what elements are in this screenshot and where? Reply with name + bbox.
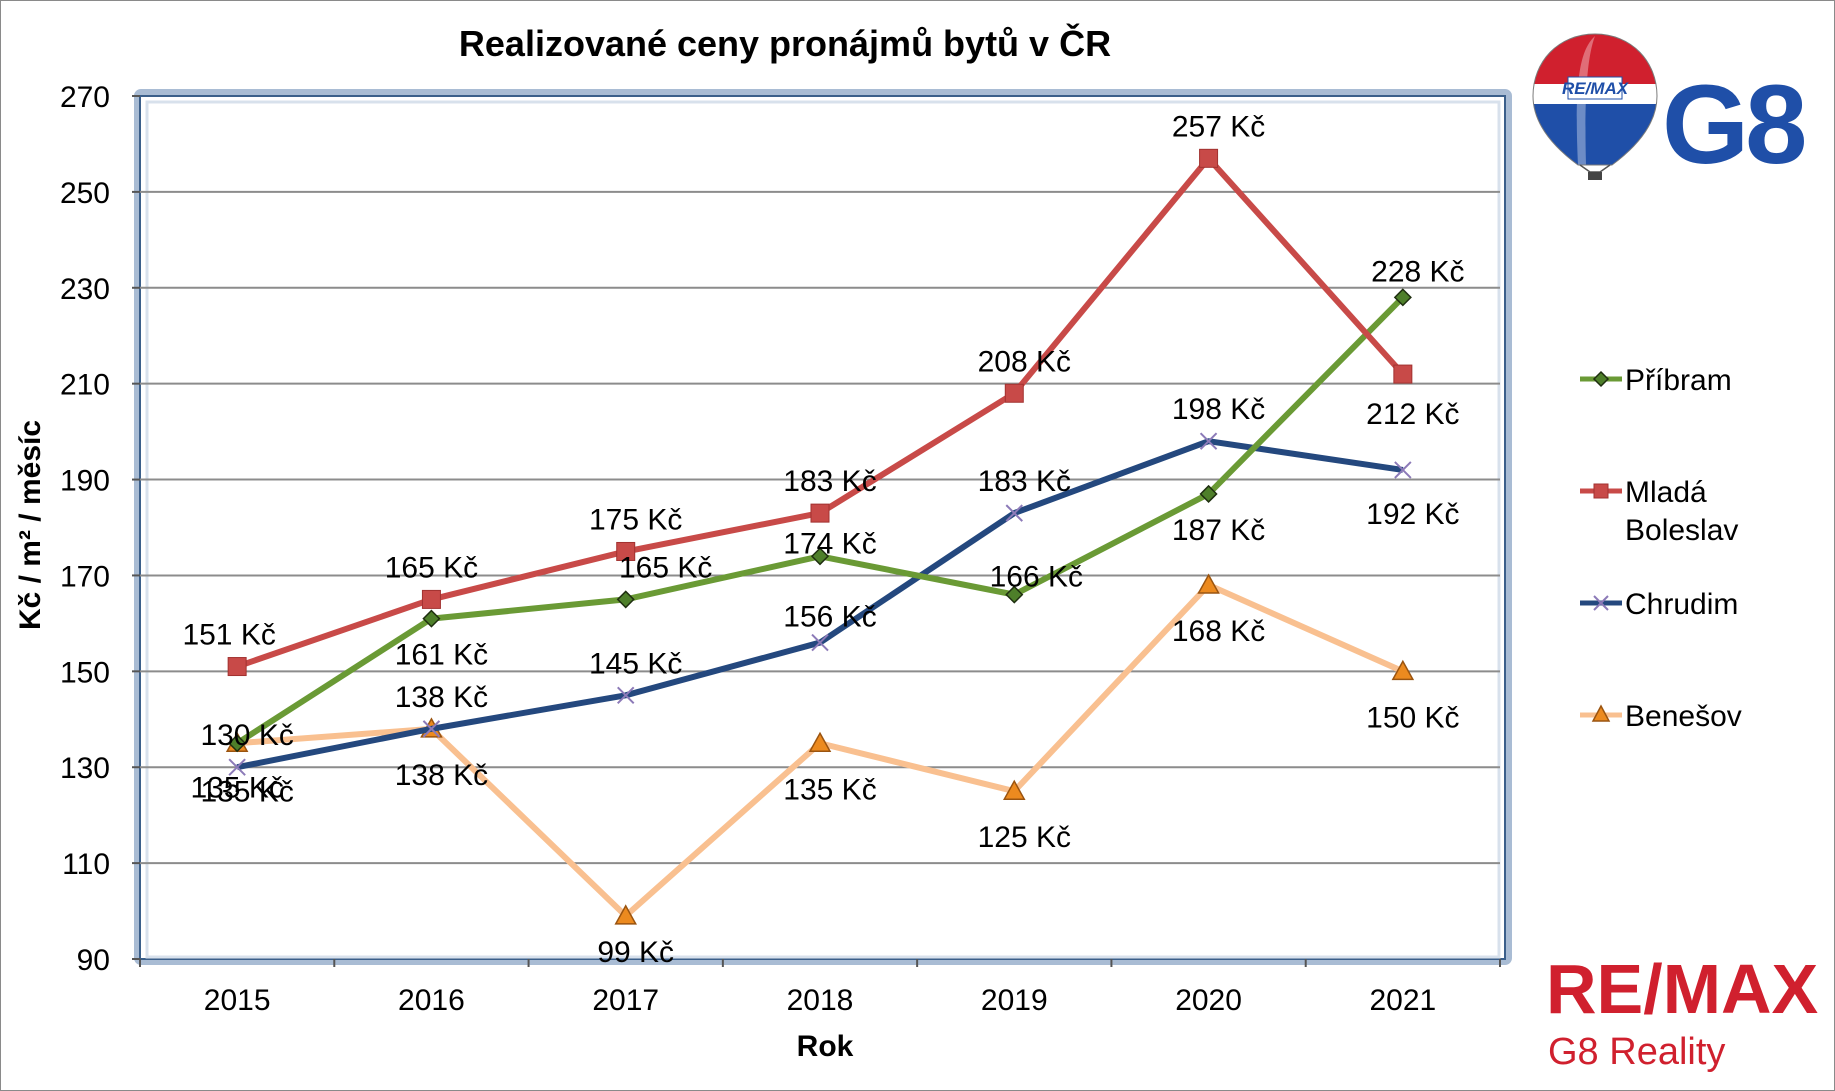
data-label-chrudim-2021: 192 Kč xyxy=(1366,498,1459,531)
point-chrudim-2021 xyxy=(1394,461,1412,479)
series-příbram xyxy=(228,288,1412,753)
data-label-chrudim-2015: 130 Kč xyxy=(200,719,293,752)
legend-label-mlada-line2: Boleslav xyxy=(1625,514,1738,547)
balloon-logo-text: RE/MAX xyxy=(1562,79,1630,98)
data-label-benešov-2019: 125 Kč xyxy=(978,821,1071,854)
data-label-příbram-2016: 161 Kč xyxy=(395,639,488,672)
series-layer xyxy=(225,148,1415,925)
point-chrudim-2015 xyxy=(228,758,246,776)
x-tick-label-2015: 2015 xyxy=(204,984,271,1017)
data-labels: 135 Kč 161 Kč 165 Kč 174 Kč 166 Kč 187 Kč 228 … xyxy=(182,110,1464,969)
x-tick-label-2019: 2019 xyxy=(981,984,1048,1017)
point-mladá-boleslav-2019 xyxy=(1004,383,1024,403)
point-mladá-boleslav-2017 xyxy=(616,541,636,561)
point-chrudim-2019 xyxy=(1005,504,1023,522)
point-chrudim-2016 xyxy=(422,720,441,738)
x-tick-label-2018: 2018 xyxy=(787,984,854,1017)
legend-item-pribram: Příbram xyxy=(1580,364,1732,397)
legend-item-mlada-boleslav: Mladá Boleslav xyxy=(1580,476,1738,547)
data-label-mladá-boleslav-2020: 257 Kč xyxy=(1172,110,1265,143)
x-axis-title: Rok xyxy=(797,1030,854,1063)
data-label-příbram-2020: 187 Kč xyxy=(1172,514,1265,547)
point-benešov-2019 xyxy=(1003,779,1026,800)
data-label-mladá-boleslav-2021: 212 Kč xyxy=(1366,398,1459,431)
data-label-příbram-2018: 174 Kč xyxy=(783,527,876,560)
x-axis-ticks: 2015 2016 2017 2018 2019 2020 2021 xyxy=(139,959,1501,1017)
series-chrudim xyxy=(228,432,1412,776)
data-label-příbram-2019: 166 Kč xyxy=(990,561,1083,594)
point-chrudim-2020 xyxy=(1199,432,1218,450)
point-benešov-2018 xyxy=(808,731,832,752)
data-label-benešov-2018: 135 Kč xyxy=(783,773,876,806)
data-label-příbram-2015: 135 Kč xyxy=(190,771,283,804)
legend: Příbram Mladá Boleslav Chrudim Benešov xyxy=(1580,364,1742,733)
y-tick-label-190: 190 xyxy=(60,465,110,498)
data-label-mladá-boleslav-2019: 208 Kč xyxy=(978,345,1071,378)
point-příbram-2016 xyxy=(422,609,441,628)
y-axis-ticks: 90 110 130 150 170 190 210 230 250 270 xyxy=(60,81,140,977)
y-tick-label-230: 230 xyxy=(60,273,110,306)
data-label-benešov-2016: 138 Kč xyxy=(395,759,488,792)
point-příbram-2017 xyxy=(616,590,635,609)
legend-label-pribram: Příbram xyxy=(1625,364,1732,397)
data-label-chrudim-2020: 198 Kč xyxy=(1172,393,1265,426)
data-label-chrudim-2018: 156 Kč xyxy=(783,601,876,634)
legend-label-benesov: Benešov xyxy=(1625,700,1742,733)
point-chrudim-2017 xyxy=(617,686,635,705)
g8-logo: G8 xyxy=(1662,62,1804,187)
y-tick-label-130: 130 xyxy=(60,752,110,785)
chart-title: Realizované ceny pronájmů bytů v ČR xyxy=(459,22,1111,64)
legend-label-mlada-line1: Mladá xyxy=(1625,476,1707,509)
y-tick-label-90: 90 xyxy=(77,944,110,977)
g8-reality-wordmark: G8 Reality xyxy=(1548,1031,1725,1073)
point-mladá-boleslav-2015 xyxy=(227,657,247,677)
y-tick-label-270: 270 xyxy=(60,81,110,114)
remax-wordmark: RE/MAX xyxy=(1546,950,1819,1028)
y-tick-label-170: 170 xyxy=(60,560,110,593)
data-label-benešov-2021: 150 Kč xyxy=(1366,701,1459,734)
x-tick-label-2020: 2020 xyxy=(1175,984,1242,1017)
point-mladá-boleslav-2016 xyxy=(421,589,441,609)
y-tick-label-150: 150 xyxy=(60,656,110,689)
x-tick-label-2021: 2021 xyxy=(1369,984,1436,1017)
x-tick-label-2017: 2017 xyxy=(592,984,659,1017)
data-label-příbram-2021: 228 Kč xyxy=(1371,255,1464,288)
y-tick-label-250: 250 xyxy=(60,177,110,210)
point-příbram-2018 xyxy=(810,547,830,566)
x-tick-label-2016: 2016 xyxy=(398,984,465,1017)
data-label-mladá-boleslav-2017: 175 Kč xyxy=(589,503,682,536)
legend-item-benesov: Benešov xyxy=(1580,700,1742,733)
point-příbram-2021 xyxy=(1393,288,1412,307)
y-axis-title: Kč / m² / měsíc xyxy=(14,420,47,630)
point-příbram-2019 xyxy=(1005,585,1024,604)
point-mladá-boleslav-2021 xyxy=(1393,364,1413,384)
point-benešov-2020 xyxy=(1197,573,1220,594)
legend-label-chrudim: Chrudim xyxy=(1625,588,1738,621)
plot-area xyxy=(134,89,1512,965)
point-mladá-boleslav-2018 xyxy=(810,503,830,523)
data-label-chrudim-2017: 145 Kč xyxy=(589,647,682,680)
y-tick-label-110: 110 xyxy=(62,848,110,881)
point-příbram-2015 xyxy=(228,734,247,753)
point-chrudim-2018 xyxy=(811,633,829,652)
data-label-příbram-2017: 165 Kč xyxy=(619,551,712,584)
data-label-mladá-boleslav-2016: 165 Kč xyxy=(385,551,478,584)
point-příbram-2020 xyxy=(1199,484,1218,503)
point-mladá-boleslav-2020 xyxy=(1199,148,1219,168)
data-label-benešov-2015: 135 Kč xyxy=(200,775,293,808)
data-label-benešov-2017: 99 Kč xyxy=(597,936,674,969)
data-label-mladá-boleslav-2018: 183 Kč xyxy=(783,465,876,498)
data-label-mladá-boleslav-2015: 151 Kč xyxy=(182,619,275,652)
series-mladá-boleslav xyxy=(227,148,1413,677)
point-benešov-2017 xyxy=(614,904,637,925)
legend-item-chrudim: Chrudim xyxy=(1580,588,1738,621)
data-label-chrudim-2019: 183 Kč xyxy=(978,465,1071,498)
data-label-chrudim-2016: 138 Kč xyxy=(395,681,488,714)
point-benešov-2021 xyxy=(1391,659,1415,681)
remax-balloon-logo: RE/MAX xyxy=(1532,33,1658,180)
data-label-benešov-2020: 168 Kč xyxy=(1172,615,1265,648)
gridlines xyxy=(140,190,1500,865)
y-tick-label-210: 210 xyxy=(60,369,110,402)
